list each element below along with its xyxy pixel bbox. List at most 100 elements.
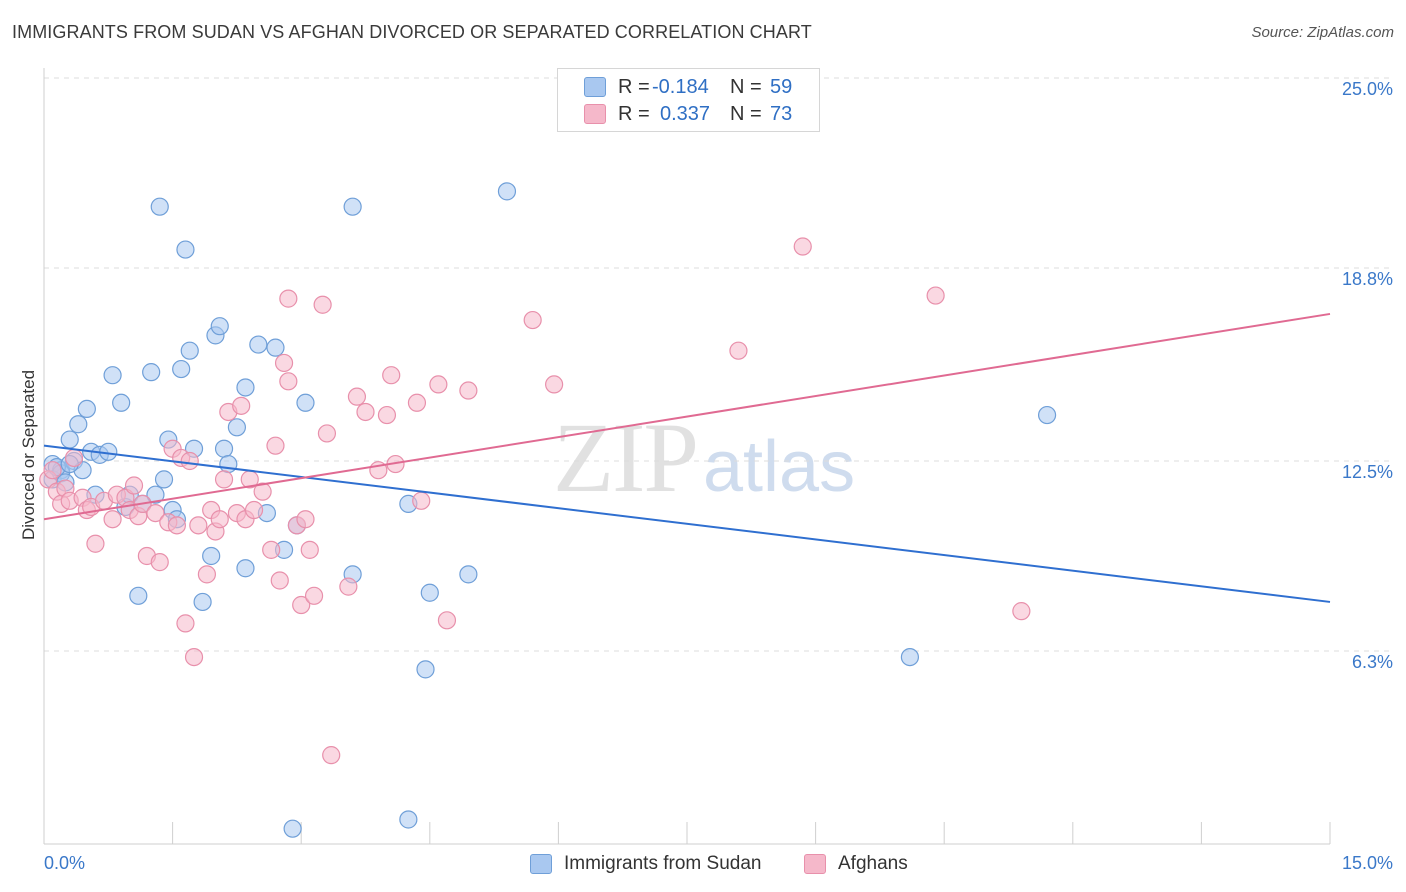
sudan-point: [150, 197, 169, 216]
afghan-point: [184, 647, 204, 667]
sudan-point: [154, 470, 174, 489]
afghan-point: [244, 500, 264, 520]
y-tick-label: 18.8%: [1342, 269, 1393, 289]
afghan-point: [304, 586, 324, 605]
afghan-point: [296, 510, 315, 529]
sudan-point: [77, 399, 96, 419]
afghan-point: [300, 540, 319, 559]
sudan-point: [176, 240, 195, 259]
afghan-point: [429, 375, 448, 394]
afghan-point: [167, 516, 186, 535]
sudan-point: [202, 546, 221, 566]
legend-row-afghan: R = 0.337 N = 73: [584, 101, 792, 127]
legend-r-value: 0.337: [660, 102, 711, 125]
afghan-point: [793, 237, 812, 256]
afghan-trend-line: [43, 312, 1331, 521]
ticks: 6.3% 12.5% 18.8% 25.0% 0.0% 15.0%: [44, 79, 1393, 873]
afghan-point: [1012, 602, 1031, 621]
sudan-point: [266, 338, 285, 357]
legend-n-value: 73: [770, 102, 793, 125]
legend-n-label: N =: [730, 75, 762, 98]
y-tick-label: 25.0%: [1342, 79, 1393, 99]
sudan-point: [236, 378, 255, 397]
legend-swatch-afghan: [584, 104, 606, 124]
legend-n-label: N =: [730, 102, 762, 125]
afghan-point: [926, 286, 945, 305]
watermark-zip: ZIP: [553, 402, 699, 513]
axes: [43, 68, 1331, 845]
afghan-point: [347, 387, 367, 406]
bottom-legend-afghan: Afghans: [804, 852, 908, 876]
afghan-point: [459, 381, 478, 400]
legend-r-label: R =: [618, 75, 650, 98]
sudan-point: [399, 810, 418, 829]
sudan-point: [296, 393, 315, 412]
series-sudan-points: [43, 182, 1057, 838]
afghan-point: [253, 482, 272, 501]
legend-row-sudan: R = -0.184 N = 59: [584, 74, 792, 100]
afghan-point: [322, 746, 341, 765]
watermark: ZIPatlas: [553, 400, 855, 515]
afghan-point: [150, 553, 169, 572]
afghan-point: [189, 516, 208, 535]
afghan-point: [356, 402, 375, 422]
afghan-point: [43, 461, 62, 480]
sudan-point: [227, 418, 246, 437]
sudan-point: [69, 415, 88, 434]
afghan-point: [292, 595, 311, 615]
afghan-point: [146, 503, 165, 523]
sudan-point: [146, 485, 165, 504]
afghan-point: [197, 565, 216, 584]
afghan-point: [214, 470, 234, 489]
afghan-point: [274, 353, 294, 373]
afghan-point: [86, 534, 105, 553]
afghan-point: [317, 424, 337, 443]
trend-lines: [43, 312, 1331, 603]
sudan-point: [103, 366, 122, 385]
afghan-point: [339, 577, 358, 596]
afghan-point: [313, 295, 332, 314]
afghan-point: [523, 310, 542, 330]
afghan-point: [279, 289, 298, 308]
afghan-point: [266, 436, 285, 455]
afghan-point: [545, 375, 564, 394]
sudan-point: [343, 197, 362, 216]
legend-r-label: R =: [618, 102, 650, 125]
sudan-point: [236, 559, 255, 578]
bottom-legend-sudan: Immigrants from Sudan: [530, 852, 761, 876]
afghan-point: [232, 396, 251, 415]
bottom-legend-label-afghan: Afghans: [838, 853, 908, 874]
sudan-point: [219, 454, 238, 474]
legend-r-value: -0.184: [652, 75, 709, 98]
sudan-point: [416, 660, 435, 679]
sudan-point: [112, 393, 131, 412]
sudan-trend-line: [43, 444, 1331, 603]
sudan-point: [129, 586, 148, 605]
afghan-point: [64, 448, 84, 468]
sudan-point: [210, 317, 229, 336]
correlation-legend: R = -0.184 N = 59 R = 0.337 N = 73: [557, 68, 820, 132]
sudan-point: [60, 430, 79, 449]
afghan-point: [103, 510, 122, 529]
sudan-point: [214, 439, 234, 458]
sudan-point: [180, 341, 199, 360]
y-axis-label: Divorced or Separated: [19, 370, 38, 540]
afghan-point: [729, 341, 748, 360]
legend-n-value: 59: [770, 75, 793, 98]
sudan-point: [459, 565, 478, 584]
sudan-point: [420, 583, 439, 602]
afghan-point: [270, 571, 289, 590]
sudan-point: [1037, 405, 1057, 425]
afghan-point: [382, 366, 401, 385]
sudan-point: [172, 359, 191, 379]
sudan-point: [193, 592, 212, 612]
afghan-point: [279, 372, 298, 391]
afghan-point: [407, 393, 427, 412]
bottom-legend-swatch-afghan: [804, 854, 826, 874]
chart-title: IMMIGRANTS FROM SUDAN VS AFGHAN DIVORCED…: [12, 22, 812, 42]
x-tick-label: 15.0%: [1342, 853, 1393, 873]
afghan-point: [176, 614, 195, 633]
sudan-point: [249, 335, 268, 354]
x-tick-label: 0.0%: [44, 853, 85, 873]
